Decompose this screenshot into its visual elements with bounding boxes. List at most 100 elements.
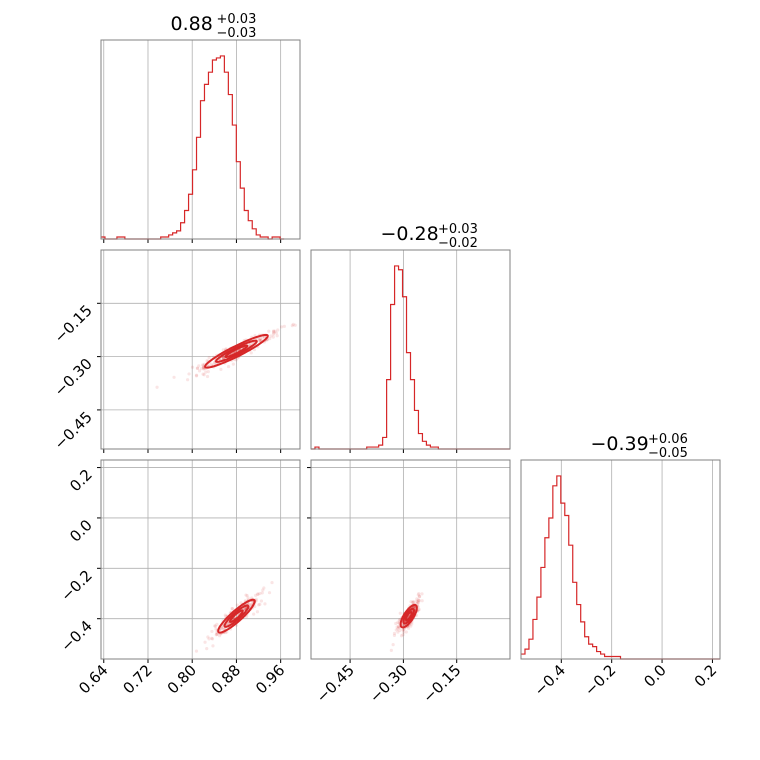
y-tick-label: 0.0 — [66, 516, 96, 546]
sample-point — [270, 580, 274, 585]
sample-point — [187, 372, 191, 376]
sample-point — [206, 369, 210, 374]
x-tick-label: −0.2 — [581, 661, 619, 699]
sample-point — [420, 599, 424, 603]
sample-point — [219, 367, 223, 371]
sample-point — [210, 636, 214, 640]
sample-point — [392, 633, 397, 638]
contour-level-1 — [214, 339, 258, 363]
sample-point — [399, 634, 404, 638]
sample-point — [260, 591, 264, 595]
histogram-1 — [311, 265, 510, 450]
sample-point — [409, 624, 413, 628]
sample-point — [221, 348, 225, 352]
y-tick-label: −0.2 — [57, 566, 95, 604]
sample-point — [398, 628, 402, 633]
sample-point — [255, 610, 260, 614]
sample-point — [401, 630, 406, 634]
sample-point — [252, 612, 256, 616]
x-tick-label: −0.4 — [531, 661, 569, 699]
sample-point — [258, 602, 262, 606]
sample-point — [262, 586, 266, 590]
y-tick-label: −0.15 — [51, 301, 96, 346]
sample-point — [404, 630, 408, 634]
sample-point — [207, 637, 211, 641]
sample-point — [258, 338, 262, 342]
sample-point — [269, 334, 273, 338]
sample-point — [201, 364, 205, 368]
sample-point — [215, 632, 219, 636]
x-tick-label: 0.0 — [640, 661, 670, 691]
sample-point — [219, 626, 223, 630]
x-tick-label: 0.88 — [208, 661, 244, 697]
param-title-lower-err: −0.05 — [648, 446, 688, 461]
param-title-upper-err: +0.06 — [648, 432, 688, 447]
sample-point — [197, 364, 201, 368]
sample-point — [417, 594, 422, 598]
sample-point — [195, 366, 200, 371]
sample-point — [250, 596, 254, 600]
x-tick-label: 0.2 — [691, 661, 721, 691]
sample-point — [214, 633, 218, 637]
y-tick-label: 0.2 — [66, 466, 96, 496]
axes-frame — [100, 459, 301, 660]
sample-point — [221, 356, 226, 360]
sample-point — [272, 329, 276, 333]
sample-point — [394, 628, 398, 632]
x-tick-label: −0.45 — [313, 661, 358, 706]
sample-point — [202, 367, 206, 371]
sample-point — [396, 624, 401, 629]
sample-point — [271, 329, 276, 334]
contour-level-0 — [399, 603, 418, 629]
sample-point — [272, 331, 276, 335]
sample-point — [397, 625, 401, 629]
sample-point — [256, 592, 260, 596]
sample-point — [194, 373, 199, 377]
sample-point — [213, 624, 217, 628]
sample-point — [215, 622, 219, 626]
sample-point — [268, 337, 272, 341]
sample-point — [210, 629, 214, 634]
sample-point — [201, 372, 205, 376]
sample-point — [221, 356, 226, 360]
sample-point — [396, 620, 400, 624]
contour-level-2 — [224, 344, 249, 358]
param-title-upper-err: +0.03 — [217, 12, 257, 27]
sample-point — [201, 363, 205, 367]
sample-point — [401, 627, 406, 632]
sample-point — [258, 591, 262, 596]
sample-point — [273, 329, 277, 333]
x-tick-label: −0.30 — [366, 661, 411, 706]
sample-point — [231, 362, 235, 366]
sample-point — [215, 632, 219, 636]
sample-point — [263, 602, 267, 606]
sample-point — [416, 600, 421, 605]
sample-point — [395, 625, 399, 629]
sample-point — [235, 603, 239, 607]
sample-point — [416, 598, 420, 602]
axes-frame — [100, 39, 301, 240]
sample-point — [291, 322, 295, 326]
param-title-lower-err: −0.03 — [217, 26, 257, 41]
sample-point — [260, 335, 264, 340]
sample-point — [271, 335, 275, 339]
sample-point — [392, 631, 397, 635]
sample-point — [394, 621, 398, 626]
sample-point — [211, 362, 215, 366]
sample-point — [217, 634, 222, 638]
param-title-upper-err: +0.03 — [438, 222, 478, 237]
sample-point — [316, 313, 319, 316]
sample-point — [256, 592, 260, 596]
sample-point — [417, 607, 421, 612]
sample-point — [275, 334, 279, 338]
sample-point — [391, 642, 395, 647]
sample-point — [261, 588, 265, 592]
y-tick-label: −0.45 — [51, 408, 96, 453]
sample-point — [223, 613, 227, 617]
sample-point — [221, 626, 225, 630]
panel-hist-0: 0.88 +0.03−0.03 — [100, 12, 301, 243]
param-title-lower-err: −0.02 — [438, 236, 478, 251]
contour-level-1 — [402, 607, 415, 625]
x-tick-label: 0.64 — [75, 661, 111, 697]
